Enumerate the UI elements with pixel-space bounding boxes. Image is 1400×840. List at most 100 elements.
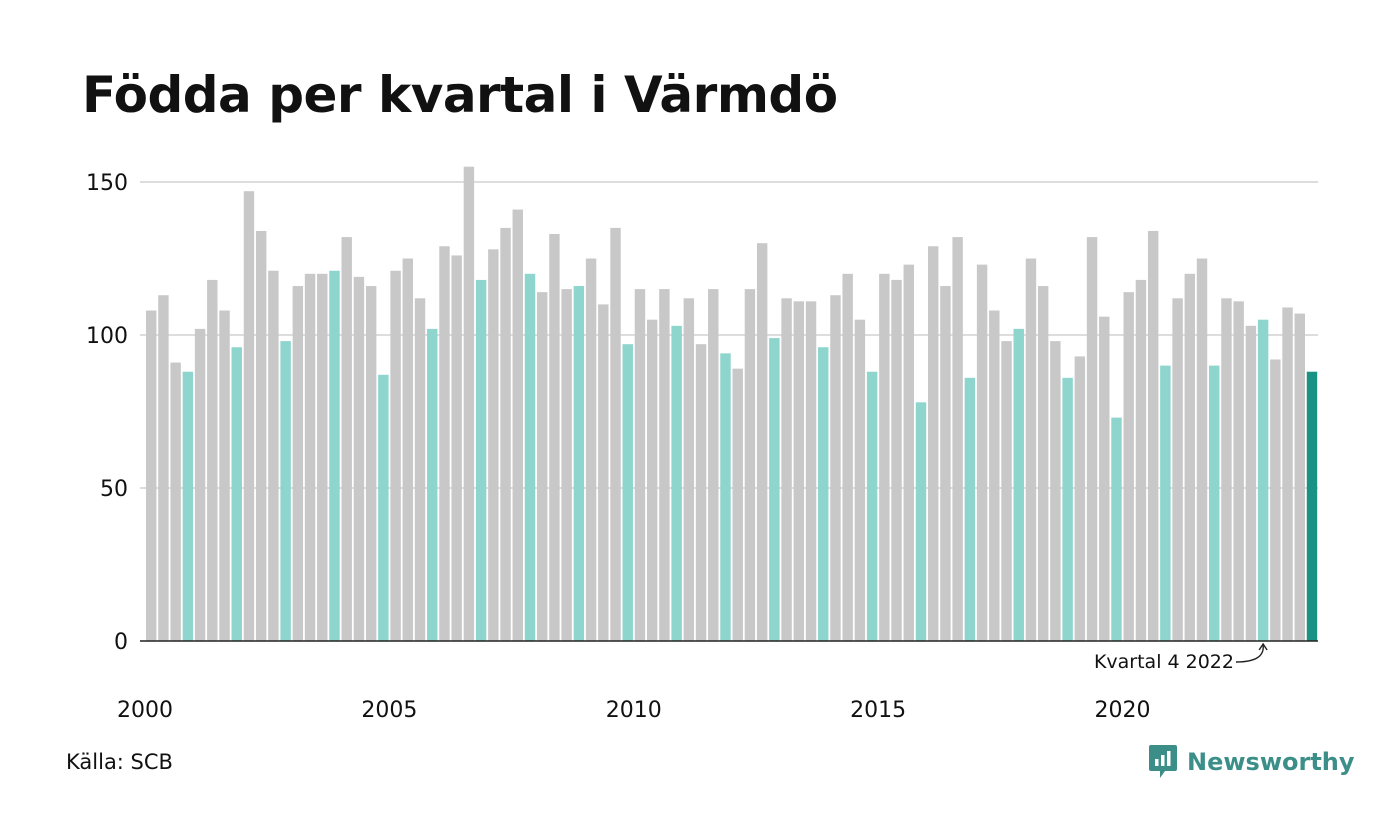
bar [1282, 307, 1293, 641]
bar [414, 298, 426, 641]
bar [1062, 377, 1073, 641]
bar [1306, 371, 1318, 641]
bar [1111, 417, 1122, 641]
bar [732, 368, 743, 641]
bar [1050, 341, 1061, 641]
bar [1001, 341, 1012, 641]
bar [1184, 273, 1196, 641]
bar [818, 347, 829, 641]
y-tick-label: 50 [100, 477, 128, 502]
bar [524, 273, 536, 641]
bar [610, 227, 621, 641]
bar [585, 258, 597, 641]
bar [622, 344, 633, 641]
x-tick-label: 2015 [850, 698, 906, 723]
bar [463, 166, 475, 641]
bar [158, 295, 169, 641]
bar [952, 237, 963, 641]
bar [940, 286, 951, 641]
bar [1160, 365, 1171, 641]
brand-logo[interactable]: Newsworthy [1148, 744, 1355, 780]
bar [830, 295, 841, 641]
bar [1074, 356, 1086, 641]
annotation: Kvartal 4 2022 [1094, 642, 1268, 673]
bar [1037, 286, 1049, 641]
bar [928, 246, 939, 641]
bar [427, 328, 438, 641]
newsworthy-logo-icon [1149, 745, 1177, 778]
bar [769, 338, 780, 641]
bar [537, 292, 548, 641]
bar [402, 258, 414, 641]
bar [744, 289, 756, 641]
bar [695, 344, 707, 641]
bar [1147, 230, 1159, 641]
bar [1294, 313, 1305, 641]
bar [365, 286, 377, 641]
annotation-arrowhead [1258, 642, 1268, 651]
bar [304, 273, 316, 641]
source-note: Källa: SCB [66, 750, 173, 774]
bar [1172, 298, 1183, 641]
bar [170, 362, 181, 641]
y-tick-label: 0 [114, 630, 128, 655]
bar [390, 270, 401, 641]
bar [1233, 301, 1244, 641]
bar [231, 347, 242, 641]
bar [243, 191, 255, 641]
bar [292, 286, 304, 641]
bar [903, 264, 914, 641]
bar [1209, 365, 1220, 641]
bar [1270, 359, 1281, 641]
bar [1086, 237, 1098, 641]
bar [353, 276, 365, 641]
bar [805, 301, 817, 641]
bar [488, 249, 499, 641]
bar [708, 289, 719, 641]
bar [634, 289, 646, 641]
x-tick-label: 2000 [117, 698, 173, 723]
bar [500, 227, 511, 641]
bar [1135, 279, 1147, 641]
bar [146, 310, 157, 641]
bar [1245, 325, 1257, 641]
bar [207, 279, 218, 641]
bar [1025, 258, 1037, 641]
bar [268, 270, 279, 641]
bar [255, 230, 267, 641]
annotation-label: Kvartal 4 2022 [1094, 651, 1234, 673]
bar [1099, 316, 1110, 641]
bar [561, 289, 572, 641]
y-tick-label: 100 [86, 324, 128, 349]
bar [1123, 292, 1134, 641]
bar [756, 243, 768, 641]
bar [879, 273, 890, 641]
bar [671, 325, 682, 641]
bar [182, 371, 194, 641]
bar [1221, 298, 1232, 641]
y-tick-label: 150 [86, 171, 128, 196]
annotation-arrow [1235, 644, 1264, 663]
bar [964, 377, 976, 641]
bar [989, 310, 1000, 641]
bar [793, 301, 805, 641]
x-tick-label: 2005 [361, 698, 417, 723]
bar [475, 279, 487, 641]
bar [1257, 319, 1269, 641]
bar [549, 234, 560, 641]
bar [329, 270, 340, 641]
bar [1013, 328, 1024, 641]
bar [781, 298, 792, 641]
bar [891, 279, 902, 641]
bar [842, 273, 853, 641]
bar [598, 304, 609, 641]
chart-title: Födda per kvartal i Värmdö [82, 66, 838, 124]
bar [341, 237, 352, 641]
x-tick-label: 2020 [1095, 698, 1151, 723]
bar [683, 298, 695, 641]
bar [720, 353, 731, 641]
bar [219, 310, 230, 641]
bar [573, 286, 585, 641]
bars [146, 166, 1318, 642]
